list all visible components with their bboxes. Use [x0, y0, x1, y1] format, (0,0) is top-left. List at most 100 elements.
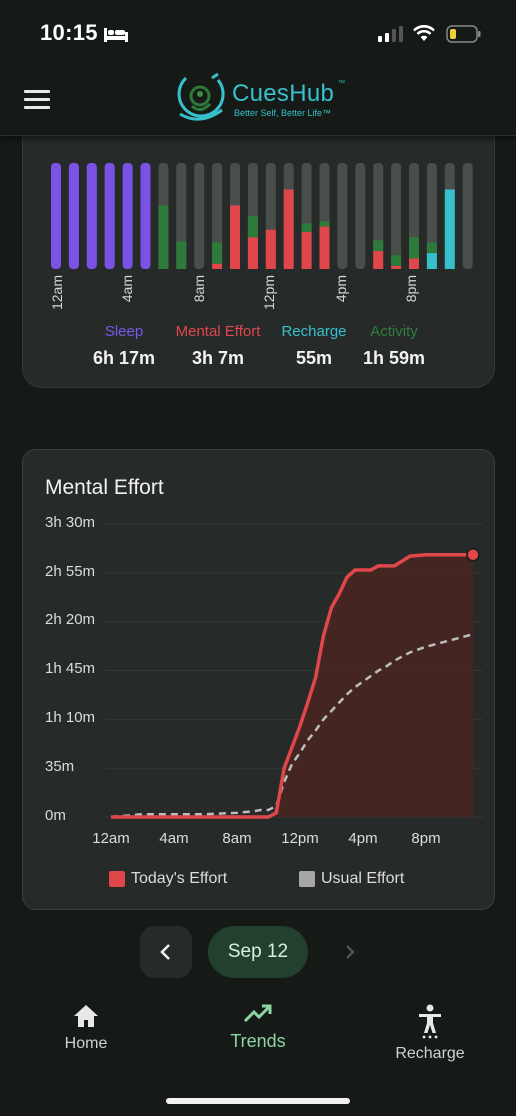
signal-icon — [378, 26, 403, 42]
card-title: Mental Effort — [45, 476, 164, 499]
hour-bar-segment — [122, 163, 133, 269]
legend-label: Usual Effort — [321, 870, 405, 887]
category-value: 1h 59m — [362, 348, 426, 368]
category-value: 6h 17m — [92, 348, 156, 368]
chevron-left-icon — [160, 944, 170, 960]
legend-usual[interactable]: Usual Effort — [299, 870, 404, 888]
hour-bar-segment — [373, 250, 384, 269]
status-bar: 10:15 — [0, 0, 516, 64]
hour-bar-segment — [391, 255, 402, 266]
nav-recharge[interactable]: Recharge — [365, 1003, 495, 1063]
hour-bar-segment — [319, 226, 330, 269]
hour-bar-segment — [301, 223, 312, 232]
hour-bar-segment — [301, 231, 312, 269]
category-value: 3h 7m — [191, 348, 245, 368]
legend-label: Today's Effort — [131, 870, 228, 887]
hour-bar-segment — [444, 189, 455, 269]
category-label: Mental Effort — [175, 323, 261, 340]
y-tick-label: 2h 55m — [45, 563, 96, 580]
category-activity: Activity 1h 59m — [339, 323, 449, 369]
category-label: Activity — [370, 323, 418, 340]
daily-summary-card: 12am 4am 8am 12pm 4pm 8pm Sleep 6h 17m M… — [22, 110, 495, 388]
legend-swatch — [299, 871, 315, 887]
previous-day-button[interactable] — [140, 926, 192, 978]
y-tick-label: 35m — [45, 758, 75, 775]
y-tick-label: 2h 20m — [45, 611, 96, 628]
hour-bar-bg — [337, 163, 348, 269]
hour-bar-segment — [247, 216, 258, 238]
y-tick-label: 1h 10m — [45, 709, 96, 726]
x-tick-label: 8pm — [411, 830, 441, 847]
category-sleep: Sleep 6h 17m — [69, 323, 179, 369]
wifi-icon — [413, 25, 435, 41]
x-tick-label: 12pm — [281, 830, 319, 847]
x-tick-label: 12am — [92, 830, 130, 847]
hour-bar-segment — [212, 242, 223, 264]
hour-bar-segment — [176, 241, 187, 269]
nav-label-home: Home — [64, 1035, 108, 1052]
mental-effort-chart — [105, 523, 483, 819]
hour-label-8am: 8am — [191, 275, 207, 303]
today-effort-area — [111, 554, 473, 817]
cueshub-logo: CuesHub ™ Better Self, Better Life™ — [172, 70, 352, 130]
hour-bar-bg — [391, 163, 402, 269]
hour-bar-segment — [319, 221, 330, 227]
y-tick-label: 1h 45m — [45, 660, 96, 677]
category-mental-effort: Mental Effort 3h 7m — [163, 323, 273, 369]
category-label: Sleep — [104, 323, 144, 340]
nav-home[interactable]: Home — [21, 1003, 151, 1053]
nav-trends[interactable]: Trends — [193, 1003, 323, 1052]
y-tick-label: 0m — [45, 807, 66, 824]
trending-up-icon — [243, 1004, 272, 1023]
next-day-button[interactable] — [330, 930, 370, 974]
hour-bar-segment — [86, 163, 97, 269]
nav-label-recharge: Recharge — [395, 1045, 465, 1062]
hour-bar-segment — [140, 163, 151, 269]
category-label: Recharge — [281, 323, 347, 340]
hour-bar-segment — [409, 237, 419, 259]
hour-bar-bg — [355, 163, 366, 269]
category-value: 55m — [295, 348, 333, 368]
hour-label-8pm: 8pm — [403, 275, 419, 303]
hour-bar-bg — [194, 163, 205, 269]
x-tick-label: 4am — [159, 830, 189, 847]
chevron-right-icon — [346, 945, 355, 959]
hour-bar-segment — [212, 263, 223, 269]
logo-mark-icon — [177, 72, 225, 121]
logo-name: CuesHub — [232, 80, 335, 107]
hour-label-12am: 12am — [49, 275, 65, 311]
hour-bar-segment — [51, 163, 61, 269]
home-indicator — [166, 1098, 350, 1104]
legend-today[interactable]: Today's Effort — [109, 870, 227, 888]
status-time: 10:15 — [40, 20, 98, 45]
today-effort-endpoint[interactable] — [466, 547, 480, 562]
app-header: CuesHub ™ Better Self, Better Life™ — [0, 64, 516, 136]
hour-bar-segment — [104, 163, 115, 269]
menu-icon[interactable] — [24, 90, 50, 110]
hour-bar-segment — [409, 258, 419, 269]
hour-label-4pm: 4pm — [333, 275, 349, 303]
today-effort-line — [111, 552, 473, 819]
accessibility-person-icon — [419, 1004, 441, 1039]
hour-bar-segment — [373, 240, 384, 251]
current-date-pill[interactable]: Sep 12 — [208, 926, 308, 978]
hour-bar-segment — [391, 265, 402, 269]
hour-label-12pm: 12pm — [261, 275, 277, 311]
hour-bar-segment — [265, 229, 276, 269]
mental-effort-card: Mental Effort 3h 30m 2h 55m 2h 20m 1h 45… — [22, 449, 495, 910]
logo-trademark: ™ — [338, 80, 345, 87]
hour-bar-segment — [426, 242, 437, 254]
x-tick-label: 8am — [222, 830, 252, 847]
hour-bar-segment — [283, 189, 294, 269]
bed-icon — [104, 28, 128, 42]
category-recharge: Recharge 55m — [259, 323, 369, 369]
legend-swatch — [109, 871, 125, 887]
y-tick-label: 3h 30m — [45, 514, 96, 531]
hour-bar-segment — [68, 163, 79, 269]
hour-label-4am: 4am — [119, 275, 135, 303]
bottom-navigation: Home Trends Recharge — [0, 995, 516, 1116]
home-icon — [74, 1005, 98, 1027]
logo-tagline: Better Self, Better Life™ — [234, 108, 332, 118]
battery-icon — [446, 25, 481, 43]
hour-bar-segment — [426, 253, 437, 269]
